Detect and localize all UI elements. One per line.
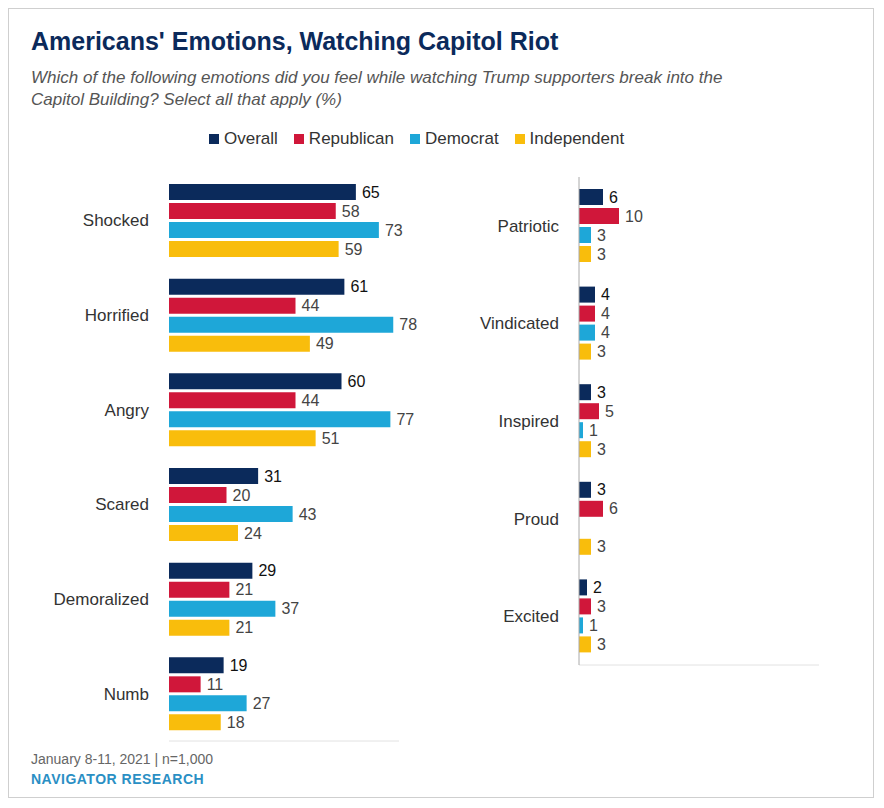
html-text:NAVIGATOR RESEARCH: NAVIGATOR RESEARCH <box>31 771 205 787</box>
svg-text:Shocked: Shocked <box>83 211 149 230</box>
svg-text:Patriotic: Patriotic <box>498 217 560 236</box>
svg-text:65: 65 <box>362 184 380 201</box>
html-text:Republican: Republican <box>308 129 394 148</box>
svg-text:60: 60 <box>348 373 366 390</box>
svg-text:3: 3 <box>597 384 606 401</box>
svg-text:Numb: Numb <box>104 685 149 704</box>
svg-text:4: 4 <box>601 324 610 341</box>
svg-text:20: 20 <box>233 487 251 504</box>
svg-text:21: 21 <box>235 581 253 598</box>
svg-text:3: 3 <box>597 227 606 244</box>
svg-text:29: 29 <box>258 562 276 579</box>
html-text:Democrat: Democrat <box>424 129 499 148</box>
svg-text:1: 1 <box>589 422 598 439</box>
svg-text:27: 27 <box>253 695 271 712</box>
svg-text:3: 3 <box>597 246 606 263</box>
svg-text:37: 37 <box>281 600 299 617</box>
html-text:Which of the following emotion: Which of the following emotions did you … <box>31 68 723 109</box>
svg-text:49: 49 <box>316 335 334 352</box>
html-text:Americans' Emotions, Watching: Americans' Emotions, Watching Capitol Ri… <box>31 27 559 55</box>
svg-text:4: 4 <box>601 286 610 303</box>
svg-text:3: 3 <box>597 636 606 653</box>
svg-text:73: 73 <box>385 222 403 239</box>
svg-text:6: 6 <box>609 189 618 206</box>
svg-text:3: 3 <box>597 538 606 555</box>
svg-text:Scared: Scared <box>95 495 149 514</box>
svg-text:31: 31 <box>264 468 282 485</box>
svg-text:3: 3 <box>597 598 606 615</box>
svg-text:44: 44 <box>302 297 320 314</box>
svg-text:6: 6 <box>609 500 618 517</box>
svg-text:24: 24 <box>244 525 262 542</box>
svg-text:3: 3 <box>597 441 606 458</box>
svg-text:2: 2 <box>593 579 602 596</box>
svg-text:44: 44 <box>302 392 320 409</box>
svg-text:Proud: Proud <box>514 510 559 529</box>
svg-text:1: 1 <box>589 617 598 634</box>
svg-text:18: 18 <box>227 714 245 731</box>
svg-text:11: 11 <box>207 676 224 693</box>
html-text:January 8-11, 2021 | n=1,000: January 8-11, 2021 | n=1,000 <box>31 751 213 767</box>
svg-text:19: 19 <box>230 657 248 674</box>
svg-text:Inspired: Inspired <box>499 412 559 431</box>
svg-text:77: 77 <box>396 411 414 428</box>
svg-text:Horrified: Horrified <box>85 306 149 325</box>
svg-text:51: 51 <box>322 430 340 447</box>
svg-text:10: 10 <box>625 208 643 225</box>
svg-text:Vindicated: Vindicated <box>480 314 559 333</box>
svg-text:59: 59 <box>345 241 363 258</box>
svg-text:21: 21 <box>235 619 253 636</box>
svg-text:3: 3 <box>597 343 606 360</box>
html-text:Independent: Independent <box>529 129 625 148</box>
svg-text:Angry: Angry <box>105 401 150 420</box>
svg-text:3: 3 <box>597 481 606 498</box>
svg-text:43: 43 <box>299 506 317 523</box>
svg-text:58: 58 <box>342 203 360 220</box>
svg-text:5: 5 <box>605 403 614 420</box>
svg-text:Excited: Excited <box>503 607 559 626</box>
svg-text:78: 78 <box>399 316 417 333</box>
html-text:Overall: Overall <box>224 129 278 148</box>
svg-text:4: 4 <box>601 305 610 322</box>
svg-text:Demoralized: Demoralized <box>54 590 149 609</box>
svg-text:61: 61 <box>350 278 368 295</box>
